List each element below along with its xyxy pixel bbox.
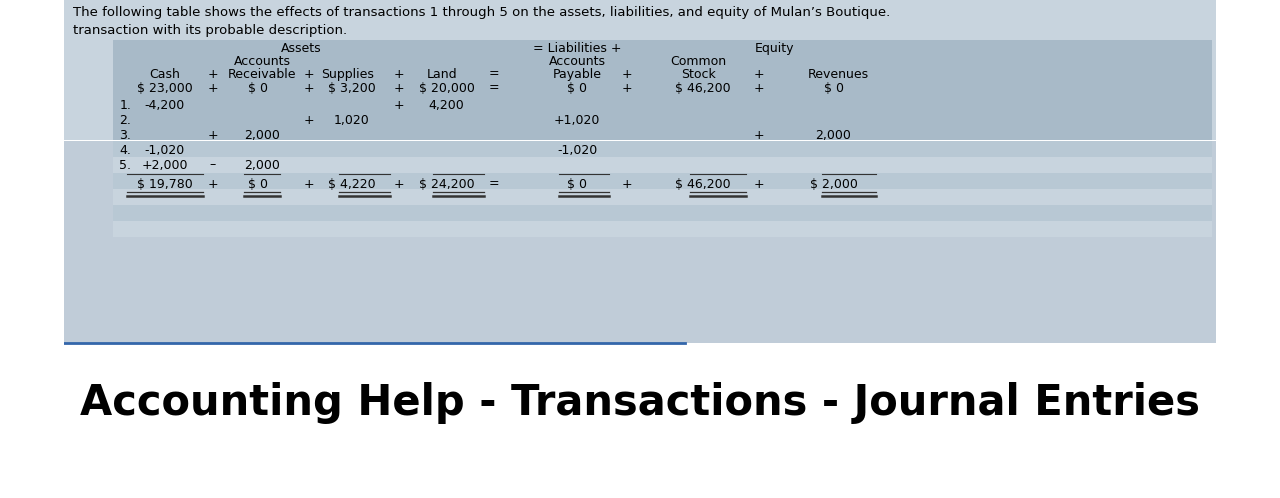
Text: Accounts: Accounts — [549, 54, 605, 68]
Text: +: + — [303, 68, 314, 81]
Text: $ 19,780: $ 19,780 — [137, 177, 193, 191]
Text: =: = — [489, 177, 499, 191]
Text: –: – — [210, 158, 215, 171]
Text: 1,020: 1,020 — [334, 114, 370, 126]
Text: +2,000: +2,000 — [142, 158, 188, 171]
Text: Payable: Payable — [553, 68, 602, 81]
FancyBboxPatch shape — [114, 173, 1211, 189]
Text: +1,020: +1,020 — [554, 114, 600, 126]
Text: +: + — [621, 82, 632, 95]
Text: $ 24,200: $ 24,200 — [419, 177, 475, 191]
Text: Common: Common — [671, 54, 727, 68]
Text: = Liabilities +: = Liabilities + — [532, 41, 621, 54]
Text: +: + — [303, 82, 314, 95]
Text: 4,200: 4,200 — [429, 99, 465, 112]
Text: +: + — [207, 128, 218, 141]
FancyBboxPatch shape — [114, 221, 1211, 237]
Text: 1.: 1. — [119, 99, 131, 112]
Text: +: + — [754, 128, 764, 141]
FancyBboxPatch shape — [114, 157, 1211, 173]
Text: $ 0: $ 0 — [567, 82, 588, 95]
Text: Land: Land — [426, 68, 457, 81]
Text: +: + — [393, 177, 404, 191]
FancyBboxPatch shape — [114, 189, 1211, 205]
Text: +: + — [207, 68, 218, 81]
Text: +: + — [621, 68, 632, 81]
Text: +: + — [754, 68, 764, 81]
Text: -1,020: -1,020 — [557, 143, 598, 156]
Text: 3.: 3. — [119, 128, 131, 141]
Text: $ 4,220: $ 4,220 — [328, 177, 376, 191]
Text: Revenues: Revenues — [808, 68, 869, 81]
Text: $ 2,000: $ 2,000 — [809, 177, 858, 191]
Text: $ 23,000: $ 23,000 — [137, 82, 193, 95]
Text: =: = — [489, 82, 499, 95]
FancyBboxPatch shape — [64, 141, 1216, 343]
Text: 5.: 5. — [119, 158, 131, 171]
Text: Accounts: Accounts — [233, 54, 291, 68]
Text: +: + — [303, 177, 314, 191]
Text: Assets: Assets — [280, 41, 321, 54]
Text: +: + — [207, 177, 218, 191]
FancyBboxPatch shape — [114, 141, 1211, 157]
Text: Stock: Stock — [681, 68, 716, 81]
Text: $ 0: $ 0 — [823, 82, 844, 95]
Text: +: + — [303, 114, 314, 126]
Text: +: + — [754, 177, 764, 191]
Text: 2.: 2. — [119, 114, 131, 126]
Text: Equity: Equity — [755, 41, 795, 54]
Text: -1,020: -1,020 — [145, 143, 184, 156]
Text: Accounting Help - Transactions - Journal Entries: Accounting Help - Transactions - Journal… — [79, 382, 1201, 424]
Text: $ 0: $ 0 — [247, 82, 268, 95]
Text: $ 0: $ 0 — [247, 177, 268, 191]
Text: -4,200: -4,200 — [145, 99, 184, 112]
Text: 2,000: 2,000 — [244, 128, 280, 141]
Text: $ 46,200: $ 46,200 — [675, 177, 731, 191]
Text: $ 20,000: $ 20,000 — [419, 82, 475, 95]
Text: 2,000: 2,000 — [815, 128, 851, 141]
Text: Receivable: Receivable — [228, 68, 296, 81]
Text: +: + — [393, 82, 404, 95]
Text: $ 0: $ 0 — [567, 177, 588, 191]
Text: $ 46,200: $ 46,200 — [675, 82, 731, 95]
FancyBboxPatch shape — [114, 205, 1211, 221]
Text: +: + — [393, 68, 404, 81]
Text: transaction with its probable description.: transaction with its probable descriptio… — [73, 23, 347, 36]
Text: The following table shows the effects of transactions 1 through 5 on the assets,: The following table shows the effects of… — [73, 5, 891, 18]
Text: +: + — [621, 177, 632, 191]
FancyBboxPatch shape — [64, 0, 1216, 140]
Text: Supplies: Supplies — [321, 68, 374, 81]
Text: 2,000: 2,000 — [244, 158, 280, 171]
Text: +: + — [207, 82, 218, 95]
FancyBboxPatch shape — [114, 40, 1211, 140]
Text: Cash: Cash — [150, 68, 180, 81]
Text: $ 3,200: $ 3,200 — [328, 82, 376, 95]
Text: 4.: 4. — [119, 143, 131, 156]
Text: +: + — [393, 99, 404, 112]
Text: +: + — [754, 82, 764, 95]
Text: =: = — [489, 68, 499, 81]
